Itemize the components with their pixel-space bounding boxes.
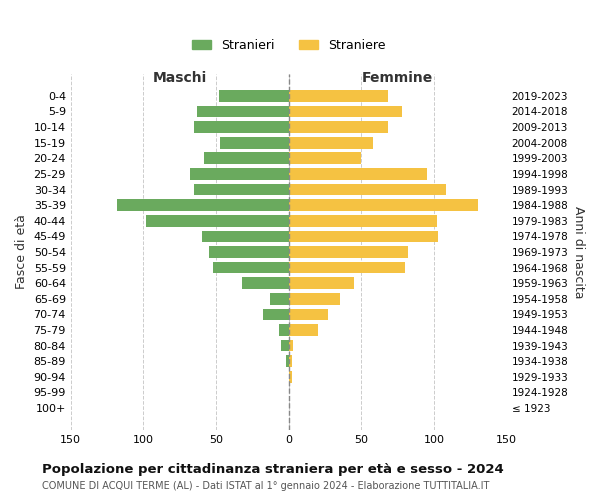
Bar: [289, 168, 427, 180]
Bar: [202, 230, 289, 242]
Bar: [289, 152, 361, 164]
Bar: [289, 340, 293, 351]
Bar: [220, 137, 289, 148]
Bar: [190, 168, 289, 180]
Bar: [289, 246, 408, 258]
Bar: [263, 308, 289, 320]
Text: Popolazione per cittadinanza straniera per età e sesso - 2024: Popolazione per cittadinanza straniera p…: [42, 462, 504, 475]
Bar: [289, 308, 328, 320]
Bar: [289, 184, 446, 196]
Bar: [194, 184, 289, 196]
Bar: [289, 230, 439, 242]
Bar: [194, 121, 289, 133]
Bar: [278, 324, 289, 336]
Bar: [219, 90, 289, 102]
Y-axis label: Fasce di età: Fasce di età: [15, 214, 28, 290]
Bar: [289, 293, 340, 304]
Bar: [289, 200, 478, 211]
Bar: [289, 215, 437, 226]
Text: Femmine: Femmine: [362, 71, 433, 85]
Bar: [289, 137, 373, 148]
Bar: [205, 152, 289, 164]
Bar: [209, 246, 289, 258]
Legend: Stranieri, Straniere: Stranieri, Straniere: [187, 34, 391, 56]
Text: Maschi: Maschi: [152, 71, 207, 85]
Bar: [197, 106, 289, 118]
Bar: [289, 356, 292, 367]
Bar: [289, 90, 388, 102]
Bar: [286, 356, 289, 367]
Bar: [146, 215, 289, 226]
Bar: [213, 262, 289, 274]
Bar: [242, 278, 289, 289]
Bar: [289, 106, 402, 118]
Bar: [270, 293, 289, 304]
Bar: [289, 371, 292, 382]
Bar: [289, 324, 318, 336]
Text: COMUNE DI ACQUI TERME (AL) - Dati ISTAT al 1° gennaio 2024 - Elaborazione TUTTIT: COMUNE DI ACQUI TERME (AL) - Dati ISTAT …: [42, 481, 490, 491]
Bar: [117, 200, 289, 211]
Bar: [289, 262, 405, 274]
Bar: [289, 278, 354, 289]
Bar: [289, 121, 388, 133]
Bar: [281, 340, 289, 351]
Y-axis label: Anni di nascita: Anni di nascita: [572, 206, 585, 298]
